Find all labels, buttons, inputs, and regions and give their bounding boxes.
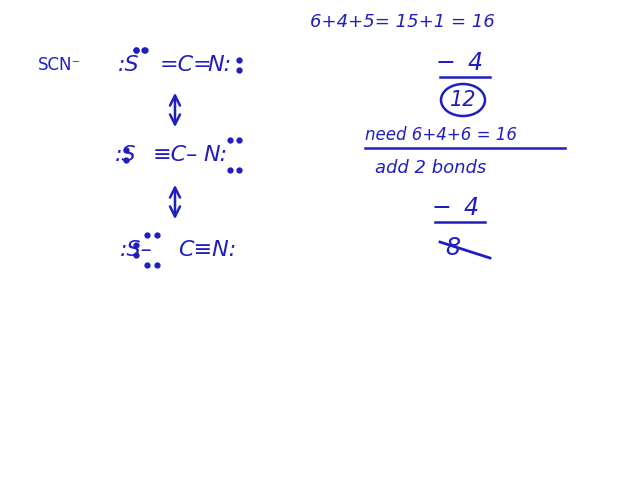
Text: 6+4+5= 15+1 = 16: 6+4+5= 15+1 = 16 <box>310 13 495 31</box>
Text: C≡N:: C≡N: <box>178 240 236 260</box>
Text: need 6+4+6 = 16: need 6+4+6 = 16 <box>365 126 517 144</box>
Text: =C=: =C= <box>160 55 212 75</box>
Text: N:: N: <box>207 55 231 75</box>
Text: :S–: :S– <box>120 240 153 260</box>
Text: SCN⁻: SCN⁻ <box>38 56 81 74</box>
Text: 8: 8 <box>445 236 461 260</box>
Text: 12: 12 <box>450 90 476 110</box>
Text: :S: :S <box>115 145 136 165</box>
Text: :S: :S <box>118 55 140 75</box>
Text: −  4: − 4 <box>436 51 483 75</box>
Text: −  4: − 4 <box>431 196 479 220</box>
Text: add 2 bonds: add 2 bonds <box>375 159 486 177</box>
Text: N:: N: <box>203 145 227 165</box>
Text: ≡C–: ≡C– <box>153 145 198 165</box>
